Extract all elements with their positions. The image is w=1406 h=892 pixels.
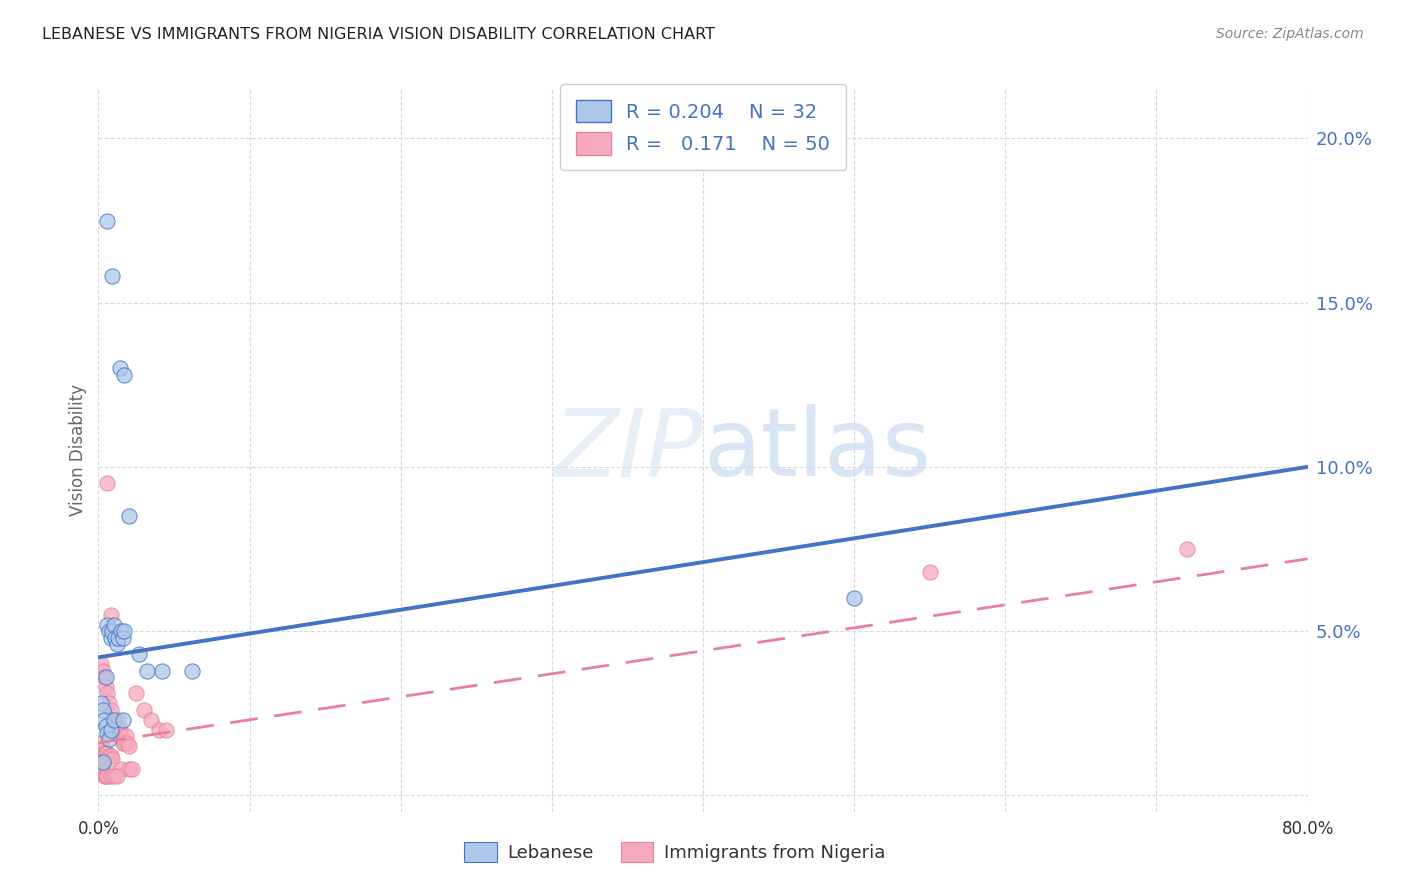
Point [155,723,177,737]
Point [96,213,118,227]
Point [135,664,157,678]
Point [111,631,134,645]
Point [118,739,141,753]
Point [100,769,122,783]
Point [90,696,112,710]
Point [96,476,118,491]
Point [90,765,112,780]
Point [181,664,204,678]
Point [96,769,118,783]
Point [103,723,125,737]
Point [100,607,122,622]
Point [101,752,124,766]
Point [96,686,118,700]
Point [148,723,170,737]
Point [105,769,128,783]
Point [128,647,150,661]
Point [121,762,143,776]
Point [105,637,128,651]
Point [132,703,155,717]
Point [93,713,115,727]
Point [90,736,112,750]
Text: ZIP: ZIP [554,405,703,496]
Point [91,765,114,780]
Point [96,617,118,632]
Point [110,762,132,776]
Point [108,723,131,737]
Point [91,664,114,678]
Point [112,624,135,639]
Point [107,713,129,727]
Point [98,748,121,763]
Point [112,736,135,750]
Text: atlas: atlas [703,404,931,497]
Point [100,703,122,717]
Point [94,670,117,684]
Point [110,729,132,743]
Point [98,732,121,747]
Point [94,719,117,733]
Point [93,670,115,684]
Point [103,769,125,783]
Point [107,631,129,645]
Point [90,657,112,671]
Point [103,617,125,632]
Point [100,748,122,763]
Point [98,696,121,710]
Point [98,624,121,639]
Text: Source: ZipAtlas.com: Source: ZipAtlas.com [1216,27,1364,41]
Legend: Lebanese, Immigrants from Nigeria: Lebanese, Immigrants from Nigeria [457,835,893,870]
Point [105,719,128,733]
Point [125,686,148,700]
Point [104,631,127,645]
Point [918,565,941,579]
Point [94,746,117,760]
Point [93,769,115,783]
Point [844,591,866,606]
Point [118,762,141,776]
Point [108,361,131,376]
Point [115,736,138,750]
Point [100,631,122,645]
Point [110,624,132,639]
Point [1175,541,1198,556]
Point [150,664,173,678]
Point [141,713,163,727]
Point [118,509,141,524]
Point [96,726,118,740]
Point [94,680,117,694]
Y-axis label: Vision Disability: Vision Disability [69,384,87,516]
Legend: R = 0.204    N = 32, R =   0.171    N = 50: R = 0.204 N = 32, R = 0.171 N = 50 [560,85,846,170]
Point [91,703,114,717]
Point [111,713,134,727]
Point [89,756,111,770]
Point [114,729,136,743]
Point [91,756,114,770]
Point [93,746,115,760]
Point [94,769,117,783]
Point [89,762,111,776]
Point [100,723,122,737]
Point [90,758,112,772]
Point [103,713,125,727]
Point [112,368,135,382]
Point [101,713,124,727]
Point [96,746,118,760]
Text: LEBANESE VS IMMIGRANTS FROM NIGERIA VISION DISABILITY CORRELATION CHART: LEBANESE VS IMMIGRANTS FROM NIGERIA VISI… [42,27,716,42]
Point [91,742,114,756]
Point [111,736,134,750]
Point [104,723,127,737]
Point [101,269,124,284]
Point [101,624,124,639]
